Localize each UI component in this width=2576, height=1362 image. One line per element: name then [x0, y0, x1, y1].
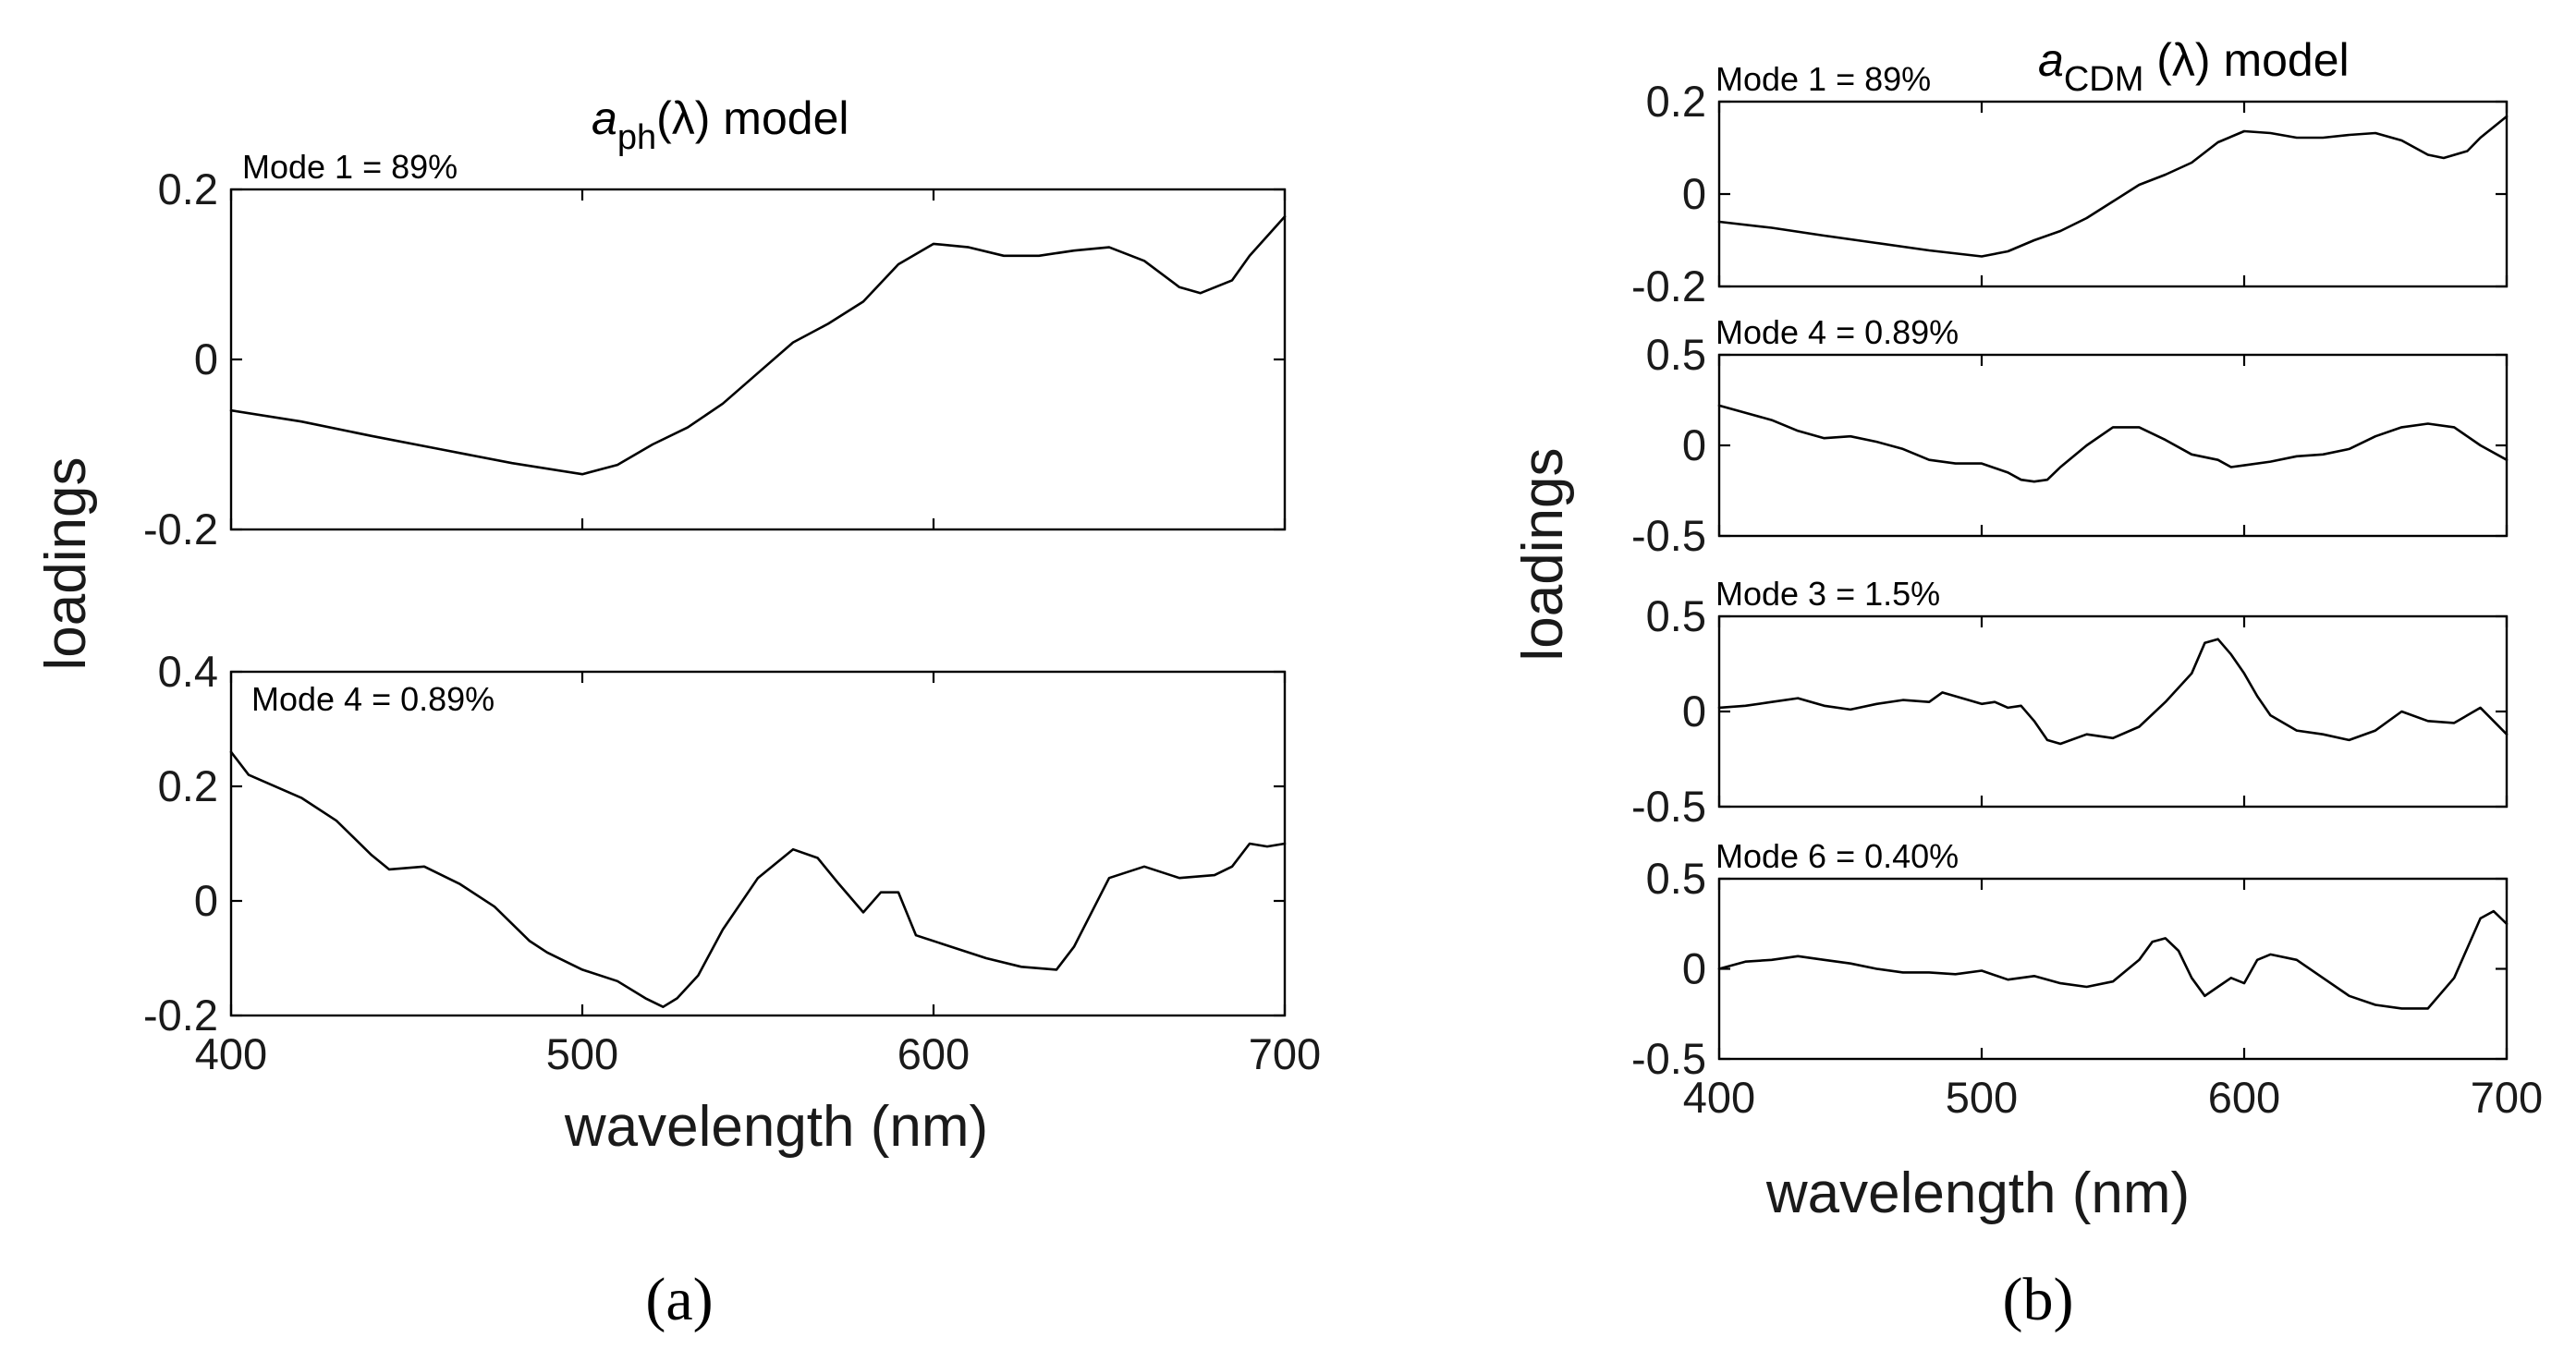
y-tick-label: 0: [1682, 169, 1706, 218]
y-tick-label: 0.4: [158, 647, 218, 696]
panel-b-title-rest: model: [2211, 34, 2350, 86]
y-tick-label: 0.5: [1646, 854, 1706, 903]
panel-b-title-subscript: CDM: [2064, 60, 2144, 99]
x-tick-label: 500: [546, 1029, 618, 1078]
panel-b-label: (b): [2003, 1266, 2074, 1333]
panel-a-label: (a): [645, 1266, 713, 1333]
mode-label: Mode 3 = 1.5%: [1715, 575, 1940, 613]
series-line: [229, 750, 1287, 1008]
panel-a-title-symbol: a: [592, 92, 617, 144]
panel-b-title-paren: (λ): [2143, 34, 2210, 86]
chart-b-4: 0.5 0 -0.5 Mode 4 = 0.89%: [1631, 313, 2509, 560]
plot-frame: [229, 188, 1287, 531]
panel-b-title-symbol: a: [2038, 34, 2064, 86]
series-line: [1717, 909, 2509, 1010]
plot-frame: [1717, 877, 2509, 1061]
y-tick-label: 0.5: [1646, 330, 1706, 379]
series-line: [1717, 638, 2509, 746]
panel-a-title-paren: (λ): [656, 92, 710, 144]
y-tick-label: 0: [1682, 944, 1706, 993]
plot-frame: [1717, 353, 2509, 538]
y-tick-label: -0.2: [143, 505, 218, 553]
chart-b-5: 0.5 0 -0.5 Mode 3 = 1.5%: [1631, 575, 2509, 831]
y-tick-label: 0: [1682, 420, 1706, 469]
x-tick-label: 600: [897, 1029, 970, 1078]
panel-a-title-subscript: ph: [617, 118, 656, 157]
panel-b-title: aCDM (λ) model: [2038, 34, 2350, 99]
y-tick-label: 0.2: [158, 164, 218, 213]
y-tick-label: -0.2: [1631, 261, 1706, 310]
x-tick-label: 400: [195, 1029, 267, 1078]
chart-b-3: 0.2 0 -0.2 Mode 1 = 89%: [1631, 60, 2509, 310]
x-tick-label: 600: [2208, 1073, 2280, 1122]
y-tick-label: 0: [194, 334, 218, 383]
y-tick-label: 0: [1682, 687, 1706, 736]
y-tick-label: 0.5: [1646, 591, 1706, 640]
plot-frame: [1717, 614, 2509, 809]
panel-a-title: aph(λ) model: [592, 92, 848, 157]
series-line: [1717, 115, 2509, 258]
panel-b-ylabel: loadings: [1511, 448, 1575, 662]
chart-a-1: 0.2 0 -0.2 Mode 1 = 89%: [143, 148, 1287, 553]
x-tick-label: 700: [2471, 1073, 2543, 1122]
mode-label: Mode 6 = 0.40%: [1715, 837, 1959, 875]
series-line: [229, 215, 1287, 476]
y-tick-label: 0: [194, 876, 218, 925]
panel-a-ylabel: loadings: [34, 457, 98, 671]
y-tick-label: 0.2: [158, 761, 218, 810]
x-tick-label: 700: [1249, 1029, 1321, 1078]
panel-a-xlabel: wavelength (nm): [564, 1095, 988, 1159]
mode-label: Mode 1 = 89%: [1715, 60, 1931, 98]
mode-label: Mode 1 = 89%: [242, 148, 458, 186]
panel-b-xlabel: wavelength (nm): [1765, 1161, 2190, 1225]
x-tick-label: 400: [1683, 1073, 1755, 1122]
y-tick-label: 0.2: [1646, 77, 1706, 126]
y-tick-label: -0.2: [143, 991, 218, 1040]
plot-frame: [1717, 100, 2509, 288]
mode-label: Mode 4 = 0.89%: [1715, 313, 1959, 351]
y-tick-label: -0.5: [1631, 782, 1706, 831]
y-tick-label: -0.5: [1631, 1034, 1706, 1083]
series-line: [1717, 404, 2509, 483]
mode-label: Mode 4 = 0.89%: [251, 680, 494, 718]
panel-a-title-rest: model: [710, 92, 848, 144]
plot-frame: [229, 670, 1287, 1017]
x-tick-label: 500: [1946, 1073, 2018, 1122]
y-tick-label: -0.5: [1631, 511, 1706, 560]
